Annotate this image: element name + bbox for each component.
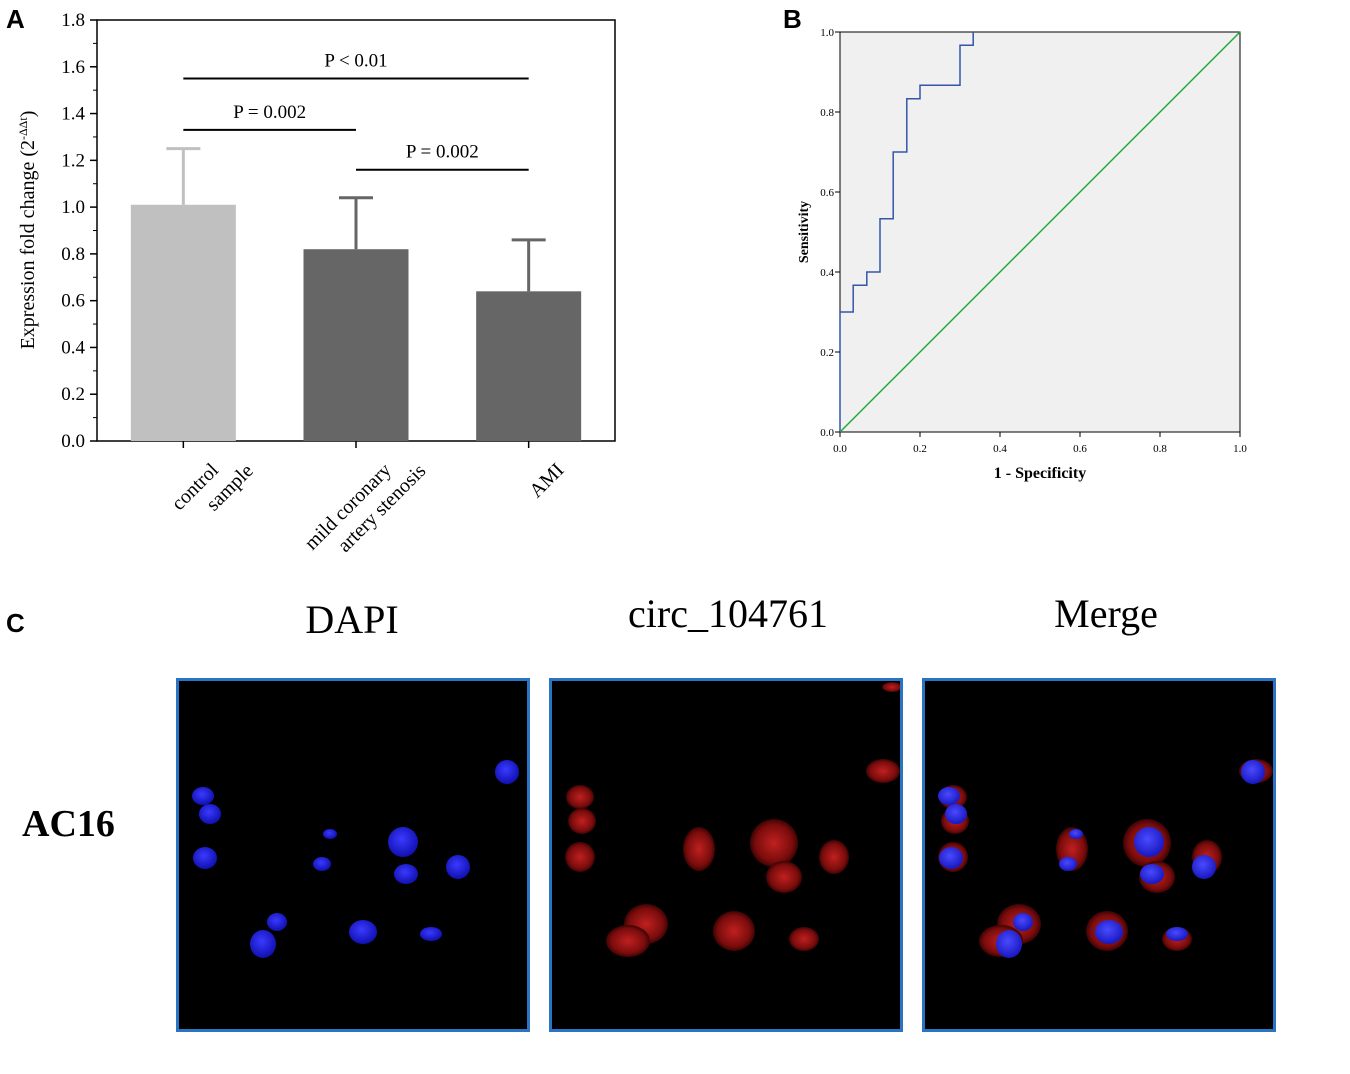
- panel-letter-a: A: [6, 4, 25, 34]
- panel-letter-b: B: [783, 4, 802, 34]
- x-tick-label: 0.0: [833, 443, 847, 455]
- merge-overlay-image: [938, 759, 1273, 958]
- x-tick-label: 0.8: [1153, 443, 1167, 455]
- significance-label: P = 0.002: [233, 102, 306, 123]
- x-tick-label: 0.2: [913, 443, 927, 455]
- bar-chart-expression: 0.00.20.40.60.81.01.21.41.61.8 P < 0.01P…: [16, 10, 616, 572]
- dapi-nuclei-image: [192, 760, 519, 958]
- panel-letter-c: C: [6, 608, 25, 638]
- bar: [303, 249, 409, 441]
- y-tick-label: 0.0: [61, 431, 85, 452]
- y-tick-label: 0.4: [61, 337, 85, 358]
- bar-chart-y-label: Expression fold change (2-ΔΔt): [16, 111, 39, 350]
- y-tick-label: 1.6: [61, 57, 85, 78]
- x-tick-label: AMI: [525, 459, 568, 502]
- roc-curve: [839, 32, 974, 432]
- y-tick-label: 0.8: [61, 244, 85, 265]
- micro-image-circ: [549, 678, 903, 1032]
- y-tick-label: 0.2: [61, 384, 85, 405]
- y-tick-label: 0.6: [820, 187, 834, 199]
- y-tick-label: 1.0: [820, 27, 834, 39]
- y-tick-label: 1.4: [61, 104, 85, 125]
- roc-x-label: 1 - Specificity: [994, 465, 1086, 482]
- bar: [130, 204, 236, 441]
- y-tick-label: 1.2: [61, 150, 85, 171]
- y-tick-label: 1.0: [61, 197, 85, 218]
- roc-chart: 0.0 0.2 0.4 0.6 0.8 1.0 0.0 0.2 0.4 0.6 0.8 1.0 1 -…: [797, 27, 1247, 482]
- x-tick-label: controlsample: [167, 442, 257, 532]
- micro-image-dapi: [176, 678, 530, 1032]
- y-tick-label: 0.4: [820, 267, 834, 279]
- x-tick-label-line: AMI: [525, 459, 568, 502]
- micro-title-dapi: DAPI: [305, 597, 399, 642]
- micro-title-merge: Merge: [1054, 591, 1158, 636]
- significance-label: P = 0.002: [406, 142, 479, 163]
- y-label-end: ): [17, 111, 39, 118]
- y-tick-label: 1.8: [61, 10, 85, 31]
- circ-signal-image: [565, 682, 900, 957]
- x-tick-label: 1.0: [1233, 443, 1247, 455]
- roc-axes: 0.0 0.2 0.4 0.6 0.8 1.0 0.0 0.2 0.4 0.6 0.8 1.0: [820, 27, 1247, 455]
- roc-plot-area: [839, 31, 1241, 433]
- y-label-sup: -ΔΔt: [16, 117, 30, 140]
- significance-label: P < 0.01: [324, 50, 387, 71]
- x-tick-label: 0.4: [993, 443, 1007, 455]
- y-tick-label: 0.8: [820, 107, 834, 119]
- y-tick-label: 0.0: [820, 427, 834, 439]
- micro-image-merge: [922, 678, 1276, 1032]
- reference-diagonal: [839, 31, 1241, 433]
- y-tick-label: 0.6: [61, 291, 85, 312]
- error-bar: [339, 196, 373, 250]
- bar-chart-annotations: P < 0.01 P = 0.002 P = 0.002: [183, 50, 529, 171]
- x-tick-label: mild coronaryartery stenosis: [300, 442, 430, 572]
- y-tick-label: 0.2: [820, 347, 834, 359]
- bar-chart-bars: [130, 147, 582, 441]
- bar: [476, 291, 582, 441]
- roc-y-label: Sensitivity: [797, 201, 812, 263]
- error-bar: [511, 238, 546, 292]
- bar-chart-x-labels: controlsample mild coronaryartery stenosi…: [167, 442, 568, 572]
- row-label-ac16: AC16: [22, 803, 115, 845]
- y-label-main: Expression fold change (2: [17, 140, 39, 349]
- micro-title-circ: circ_104761: [628, 591, 828, 636]
- x-tick-label: 0.6: [1073, 443, 1087, 455]
- error-bar: [166, 147, 201, 205]
